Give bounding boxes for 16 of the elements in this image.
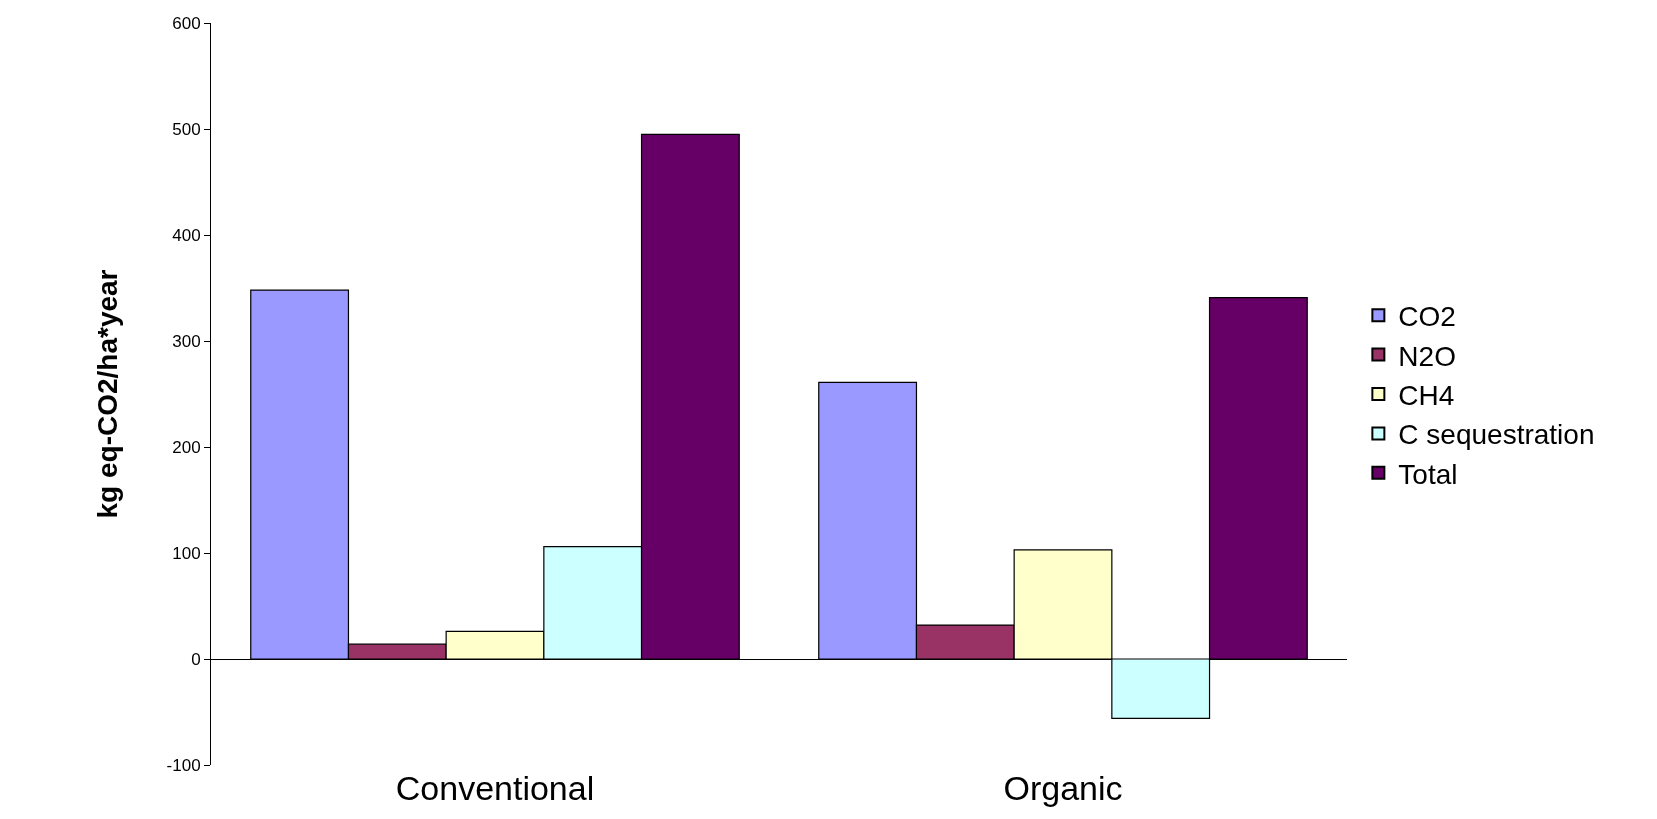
legend-label: CH4 — [1398, 379, 1455, 411]
y-tick-label: 100 — [172, 543, 201, 563]
y-axis-title: kg eq-CO2/ha*year — [92, 269, 124, 519]
y-tick-label: 300 — [172, 331, 201, 351]
y-tick-label: 400 — [172, 225, 201, 245]
y-tick-label: 0 — [191, 649, 201, 669]
legend-label: Total — [1398, 458, 1458, 490]
y-tick-label: 600 — [172, 13, 201, 33]
y-tick-label: 200 — [172, 437, 201, 457]
legend-label: CO2 — [1398, 301, 1456, 333]
y-tick-label: -100 — [166, 755, 201, 775]
legend-label: C sequestration — [1398, 419, 1595, 451]
x-tick-label: Organic — [1003, 769, 1123, 807]
y-tick-label: 500 — [172, 119, 201, 139]
x-tick-label: Conventional — [395, 769, 595, 807]
legend-label: N2O — [1398, 340, 1456, 372]
